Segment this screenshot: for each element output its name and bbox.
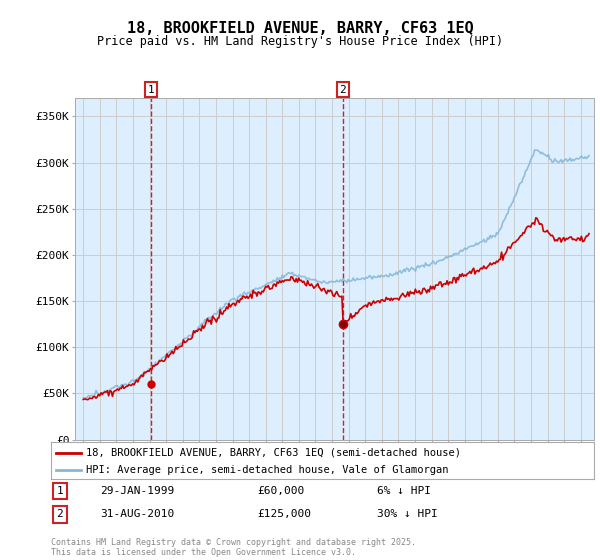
- Text: £125,000: £125,000: [257, 510, 311, 519]
- Text: 30% ↓ HPI: 30% ↓ HPI: [377, 510, 437, 519]
- Text: 2: 2: [56, 510, 63, 519]
- Text: 29-JAN-1999: 29-JAN-1999: [100, 486, 174, 496]
- Text: 31-AUG-2010: 31-AUG-2010: [100, 510, 174, 519]
- Text: HPI: Average price, semi-detached house, Vale of Glamorgan: HPI: Average price, semi-detached house,…: [86, 465, 449, 475]
- Text: 18, BROOKFIELD AVENUE, BARRY, CF63 1EQ (semi-detached house): 18, BROOKFIELD AVENUE, BARRY, CF63 1EQ (…: [86, 447, 461, 458]
- Text: Contains HM Land Registry data © Crown copyright and database right 2025.
This d: Contains HM Land Registry data © Crown c…: [51, 538, 416, 557]
- Text: 1: 1: [148, 85, 154, 95]
- Text: 1: 1: [56, 486, 63, 496]
- Text: 2: 2: [340, 85, 346, 95]
- Text: £60,000: £60,000: [257, 486, 305, 496]
- Text: Price paid vs. HM Land Registry's House Price Index (HPI): Price paid vs. HM Land Registry's House …: [97, 35, 503, 48]
- Text: 6% ↓ HPI: 6% ↓ HPI: [377, 486, 431, 496]
- Text: 18, BROOKFIELD AVENUE, BARRY, CF63 1EQ: 18, BROOKFIELD AVENUE, BARRY, CF63 1EQ: [127, 21, 473, 36]
